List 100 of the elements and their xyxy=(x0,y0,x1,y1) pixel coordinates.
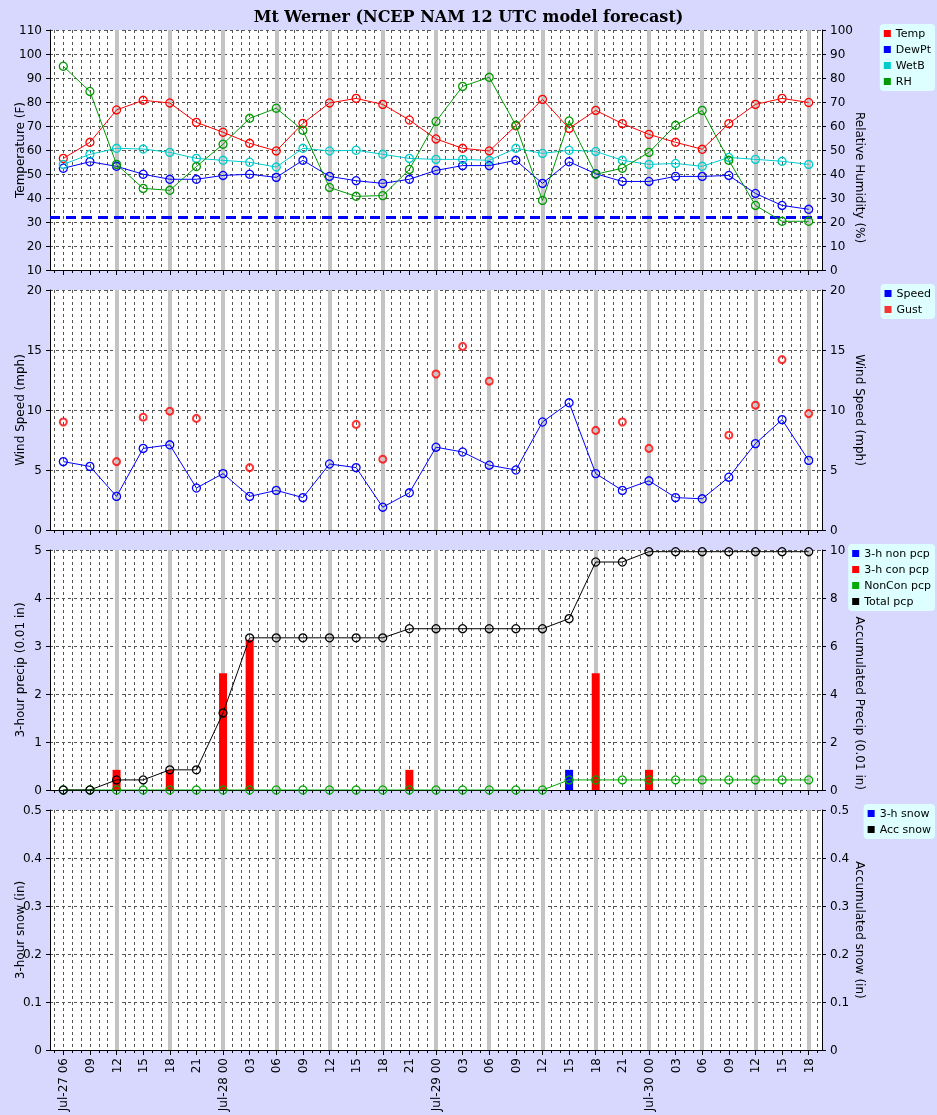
x-tick-label: 03 xyxy=(455,1058,470,1074)
y-tick-label: 10 xyxy=(26,263,42,277)
legend-label: WetB xyxy=(895,59,925,72)
y-tick-label: 2 xyxy=(34,687,42,701)
y2-tick-label: 2 xyxy=(830,735,838,749)
x-tick-label: 12 xyxy=(322,1058,337,1074)
y-tick-label: 15 xyxy=(26,343,42,357)
y-axis-title: 3-hour precip (0.01 in) xyxy=(13,602,27,738)
x-tick-label: Jul-29 00 xyxy=(429,1058,443,1113)
y2-tick-label: 15 xyxy=(830,343,846,357)
legend-label: Acc snow xyxy=(879,823,932,836)
y-tick-label: 20 xyxy=(26,283,42,297)
x-tick-label: 09 xyxy=(295,1058,310,1074)
legend-label: Temp xyxy=(894,27,926,40)
y2-tick-label: 5 xyxy=(830,463,838,477)
y2-tick-label: 40 xyxy=(830,167,846,181)
x-tick-label: 06 xyxy=(482,1058,497,1074)
y2-tick-label: 10 xyxy=(830,543,846,557)
y-axis-title: Temperature (F) xyxy=(13,101,27,200)
x-tick-label: 18 xyxy=(162,1058,177,1074)
y2-axis-title: Wind Speed (mph) xyxy=(853,354,867,466)
y2-tick-label: 100 xyxy=(830,23,853,37)
x-tick-label: 21 xyxy=(189,1058,204,1074)
y2-tick-label: 0.4 xyxy=(830,851,850,865)
y2-axis-title: Accumulated Precip (0.01 in) xyxy=(853,616,867,790)
x-tick-label: 21 xyxy=(402,1058,417,1074)
y2-tick-label: 80 xyxy=(830,71,846,85)
y-tick-label: 0.5 xyxy=(22,803,42,817)
y-tick-label: 5 xyxy=(34,463,42,477)
y-tick-label: 40 xyxy=(26,191,42,205)
x-tick-label: 18 xyxy=(375,1058,390,1074)
y2-tick-label: 60 xyxy=(830,119,846,133)
y2-tick-label: 10 xyxy=(830,403,846,417)
y2-axis-title: Accumulated snow (in) xyxy=(853,861,867,999)
x-tick-label: 18 xyxy=(801,1058,816,1074)
y-tick-label: 70 xyxy=(26,119,42,133)
x-tick-label: Jul-28 00 xyxy=(216,1058,231,1113)
y2-tick-label: 0.5 xyxy=(830,803,850,817)
y-tick-label: 90 xyxy=(26,71,42,85)
x-tick-label: 09 xyxy=(508,1058,523,1074)
y-tick-label: 80 xyxy=(26,95,42,109)
x-tick-label: 03 xyxy=(668,1058,683,1074)
x-tick-label: 21 xyxy=(615,1058,630,1074)
y2-tick-label: 90 xyxy=(830,47,846,61)
x-tick-label: 12 xyxy=(109,1058,124,1074)
y-tick-label: 4 xyxy=(34,591,42,605)
y-tick-label: 0.1 xyxy=(22,995,42,1009)
x-tick-label: 09 xyxy=(721,1058,736,1074)
y2-tick-label: 0.3 xyxy=(830,899,850,913)
y-tick-label: 20 xyxy=(26,239,42,253)
y2-tick-label: 0 xyxy=(830,523,838,537)
y-tick-label: 3 xyxy=(34,639,42,653)
y-tick-label: 5 xyxy=(34,543,42,557)
y2-tick-label: 50 xyxy=(830,143,846,157)
y-tick-label: 0 xyxy=(34,523,42,537)
x-tick-label: 03 xyxy=(242,1058,257,1074)
legend-label: Gust xyxy=(896,303,923,316)
y-tick-label: 100 xyxy=(19,47,42,61)
y2-tick-label: 0 xyxy=(830,1043,838,1057)
y2-tick-label: 0 xyxy=(830,263,838,277)
x-tick-label: Jul-30 00 xyxy=(641,1058,656,1113)
y2-tick-label: 70 xyxy=(830,95,846,109)
y-tick-label: 30 xyxy=(26,215,42,229)
y-tick-label: 50 xyxy=(26,167,42,181)
x-tick-label: Jul-27 06 xyxy=(56,1058,71,1113)
y-tick-label: 0.4 xyxy=(22,851,42,865)
y2-axis-title: Relative Humidity (%) xyxy=(853,112,867,244)
y2-tick-label: 0 xyxy=(830,783,838,797)
legend-label: NonCon pcp xyxy=(864,579,932,592)
y-tick-label: 0 xyxy=(34,783,42,797)
chart-title: Mt Werner (NCEP NAM 12 UTC model forecast) xyxy=(253,6,684,26)
y-tick-label: 110 xyxy=(19,23,42,37)
y2-tick-label: 0.2 xyxy=(830,947,850,961)
y2-tick-label: 20 xyxy=(830,283,846,297)
legend-label: Total pcp xyxy=(863,595,914,608)
x-tick-label: 09 xyxy=(82,1058,97,1074)
x-tick-label: 15 xyxy=(775,1058,790,1074)
y2-tick-label: 10 xyxy=(830,239,846,253)
x-tick-label: 12 xyxy=(535,1058,550,1074)
legend-label: 3-h non pcp xyxy=(864,547,930,560)
legend-label: 3-h snow xyxy=(879,807,930,820)
x-tick-label: 18 xyxy=(588,1058,603,1074)
y2-tick-label: 6 xyxy=(830,639,838,653)
y2-tick-label: 4 xyxy=(830,687,838,701)
y-tick-label: 60 xyxy=(26,143,42,157)
legend-label: DewPt xyxy=(895,43,932,56)
legend-label: RH xyxy=(895,75,912,88)
y-axis-title: Wind Speed (mph) xyxy=(13,354,27,466)
y-tick-label: 1 xyxy=(34,735,42,749)
x-tick-label: 06 xyxy=(269,1058,284,1074)
x-tick-label: 06 xyxy=(695,1058,710,1074)
x-tick-label: 12 xyxy=(748,1058,763,1074)
x-tick-label: 15 xyxy=(136,1058,151,1074)
y2-tick-label: 30 xyxy=(830,191,846,205)
x-tick-label: 15 xyxy=(562,1058,577,1074)
y2-tick-label: 0.1 xyxy=(830,995,850,1009)
legend-label: 3-h con pcp xyxy=(864,563,929,576)
legend-label: Speed xyxy=(896,287,931,300)
y-tick-label: 0 xyxy=(34,1043,42,1057)
x-tick-label: 15 xyxy=(349,1058,364,1074)
